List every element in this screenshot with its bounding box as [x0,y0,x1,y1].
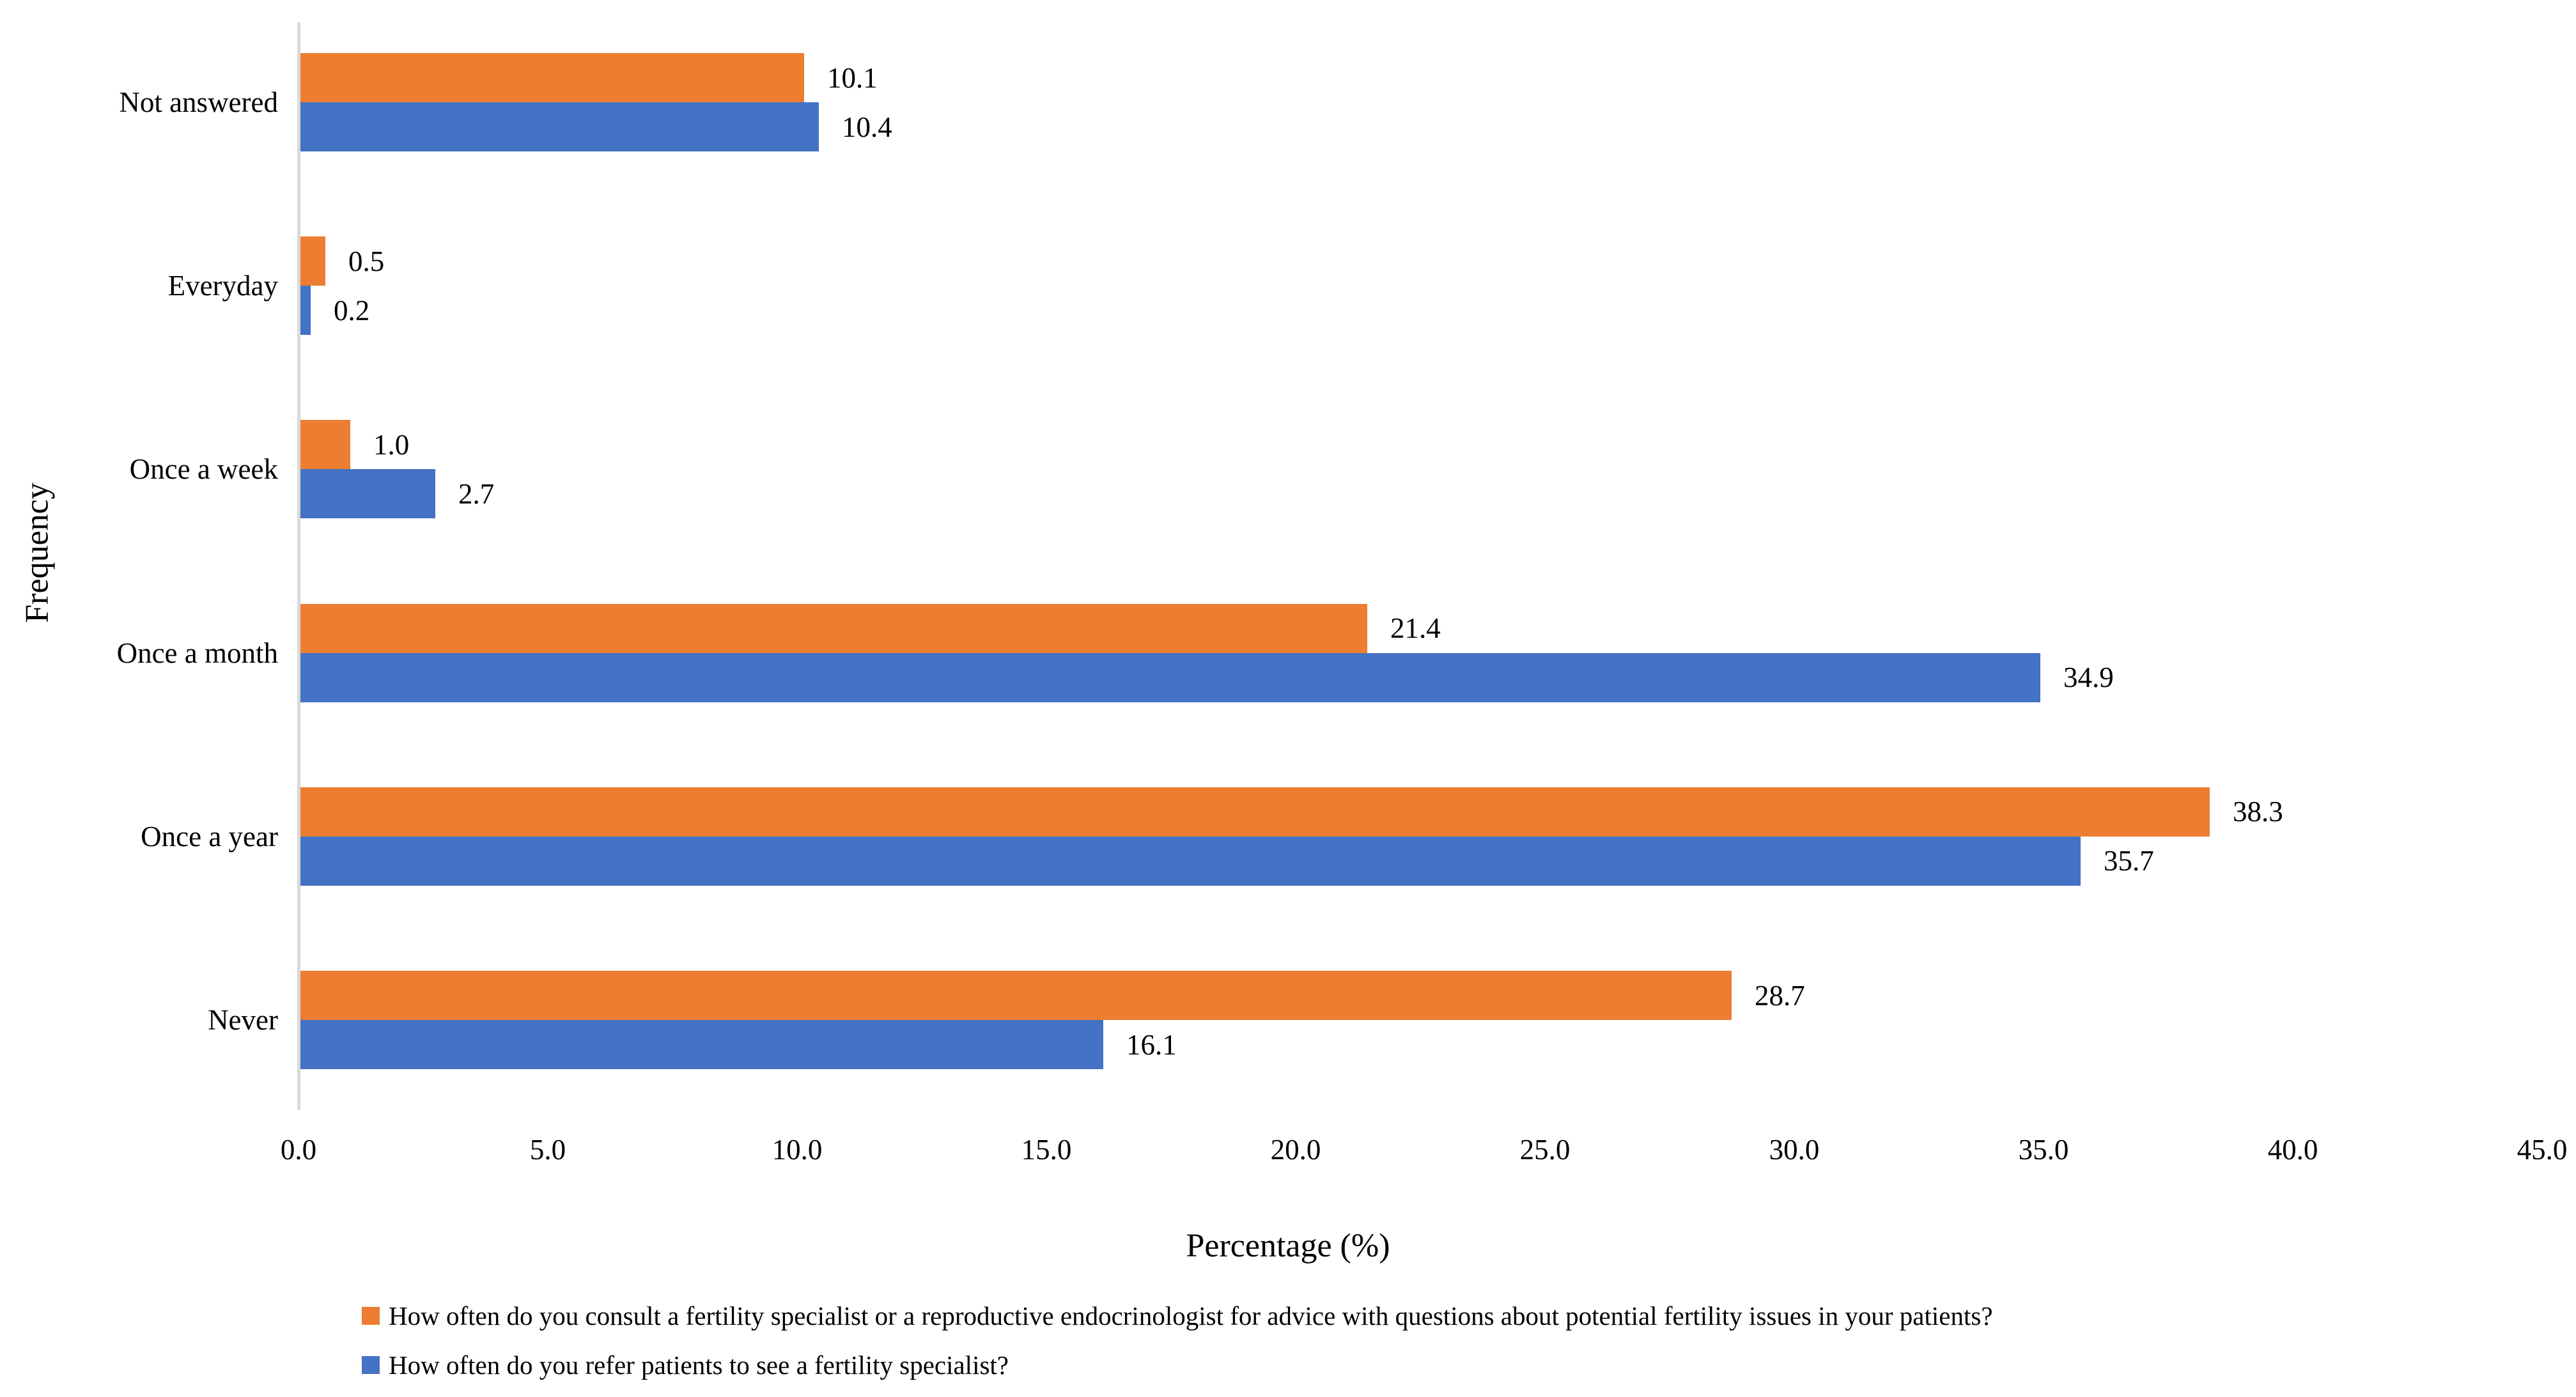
category-label: Not answered [119,86,278,118]
legend-swatch [362,1307,380,1325]
legend-label: How often do you consult a fertility spe… [389,1301,1993,1331]
data-label: 0.5 [348,245,385,277]
x-tick-label: 40.0 [2267,1134,2318,1166]
x-tick-label: 10.0 [772,1134,823,1166]
x-tick-label: 45.0 [2517,1134,2568,1166]
category-label: Everyday [167,270,278,302]
x-tick-label: 35.0 [2018,1134,2069,1166]
x-tick-label: 25.0 [1519,1134,1571,1166]
data-label: 21.4 [1390,612,1441,645]
data-label: 16.1 [1126,1028,1177,1061]
data-label: 1.0 [373,428,410,461]
category-label: Once a year [141,820,278,853]
data-label: 35.7 [2104,845,2154,877]
bar [300,652,2040,702]
data-label: 10.4 [842,111,892,143]
bar [300,236,325,286]
x-tick-label: 20.0 [1270,1134,1321,1166]
bar [300,102,819,151]
bar [300,836,2081,886]
x-tick-label: 5.0 [529,1134,566,1166]
y-axis-title: Frequency [19,482,56,623]
data-label: 38.3 [2233,796,2283,828]
data-label: 0.2 [334,294,370,327]
bar [300,53,804,102]
category-label: Never [208,1004,278,1036]
bar [300,469,435,519]
bar [300,420,350,470]
x-tick-label: 30.0 [1769,1134,1820,1166]
bar [300,787,2210,837]
legend-item: How often do you consult a fertility spe… [362,1299,1993,1333]
bar [300,971,1732,1020]
data-label: 10.1 [827,61,878,94]
bar [300,603,1367,653]
x-axis-title: Percentage (%) [1186,1228,1390,1264]
legend-label: How often do you refer patients to see a… [389,1350,1009,1380]
legend-swatch [362,1356,380,1374]
x-tick-label: 15.0 [1021,1134,1072,1166]
x-tick-label: 0.0 [280,1134,317,1166]
category-label: Once a month [116,637,278,669]
y-axis-line [297,22,300,1110]
bar [300,1020,1103,1069]
data-label: 34.9 [2063,661,2114,694]
category-label: Once a week [129,453,278,486]
legend-item: How often do you refer patients to see a… [362,1348,1993,1382]
data-label: 28.7 [1755,979,1805,1012]
bar [300,286,311,336]
legend: How often do you consult a fertility spe… [362,1299,1993,1382]
data-label: 2.7 [458,477,495,510]
